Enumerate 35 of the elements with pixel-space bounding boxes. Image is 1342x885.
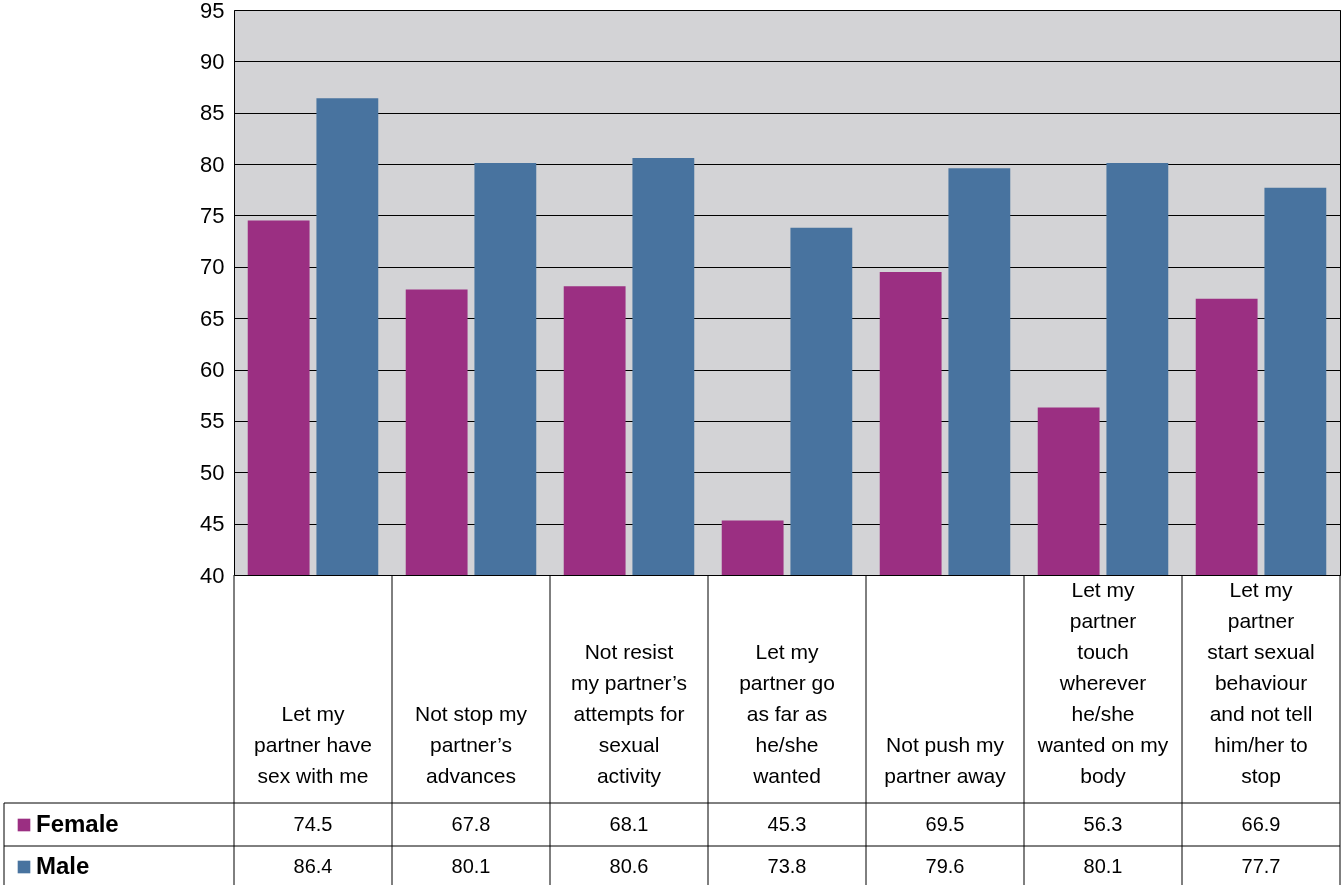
data-label: 56.3 <box>1083 813 1123 835</box>
y-tick-label: 85 <box>200 100 225 126</box>
data-label: 67.8 <box>451 813 491 835</box>
data-label: 45.3 <box>767 813 807 835</box>
x-tick-label: Let my partner have sex with me <box>254 702 372 787</box>
y-tick-label: 45 <box>200 511 225 537</box>
y-tick-label: 40 <box>200 562 225 588</box>
data-label: 73.8 <box>767 855 807 877</box>
data-label: 68.1 <box>609 813 649 835</box>
y-tick-label: 70 <box>200 254 225 280</box>
data-label: 66.9 <box>1241 813 1281 835</box>
y-tick-label: 55 <box>200 408 225 434</box>
y-tick-label: 80 <box>200 151 225 177</box>
x-tick-label: Not push my partner away <box>884 733 1007 787</box>
y-tick-label: 95 <box>200 0 225 23</box>
data-label: 74.5 <box>293 813 333 835</box>
x-tick-label: Not resist my partner’s attempts for sexual activity <box>571 640 687 787</box>
x-tick-label: Let my partner go as far as he/she wanted <box>739 640 835 787</box>
legend-label: Female <box>36 810 119 837</box>
y-tick-label: 60 <box>200 357 225 383</box>
data-label: 69.5 <box>925 813 965 835</box>
y-tick-label: 75 <box>200 202 225 228</box>
x-tick-label: Let my partner touch wherever he/she wanted on my body <box>1036 578 1169 787</box>
data-label: 80.6 <box>609 855 649 877</box>
data-label: 80.1 <box>451 855 491 877</box>
y-tick-label: 65 <box>200 305 225 331</box>
data-label: 77.7 <box>1241 855 1281 877</box>
x-tick-label: Not stop my partner’s advances <box>414 702 528 787</box>
y-tick-label: 50 <box>200 459 225 485</box>
y-tick-label: 90 <box>200 48 225 74</box>
x-tick-label: Let my partner start sexual behaviour and not tell him/her to stop <box>1207 578 1315 787</box>
data-label: 80.1 <box>1083 855 1123 877</box>
data-label: 79.6 <box>925 855 965 877</box>
data-label: 86.4 <box>293 855 333 877</box>
legend-label: Male <box>36 852 90 879</box>
